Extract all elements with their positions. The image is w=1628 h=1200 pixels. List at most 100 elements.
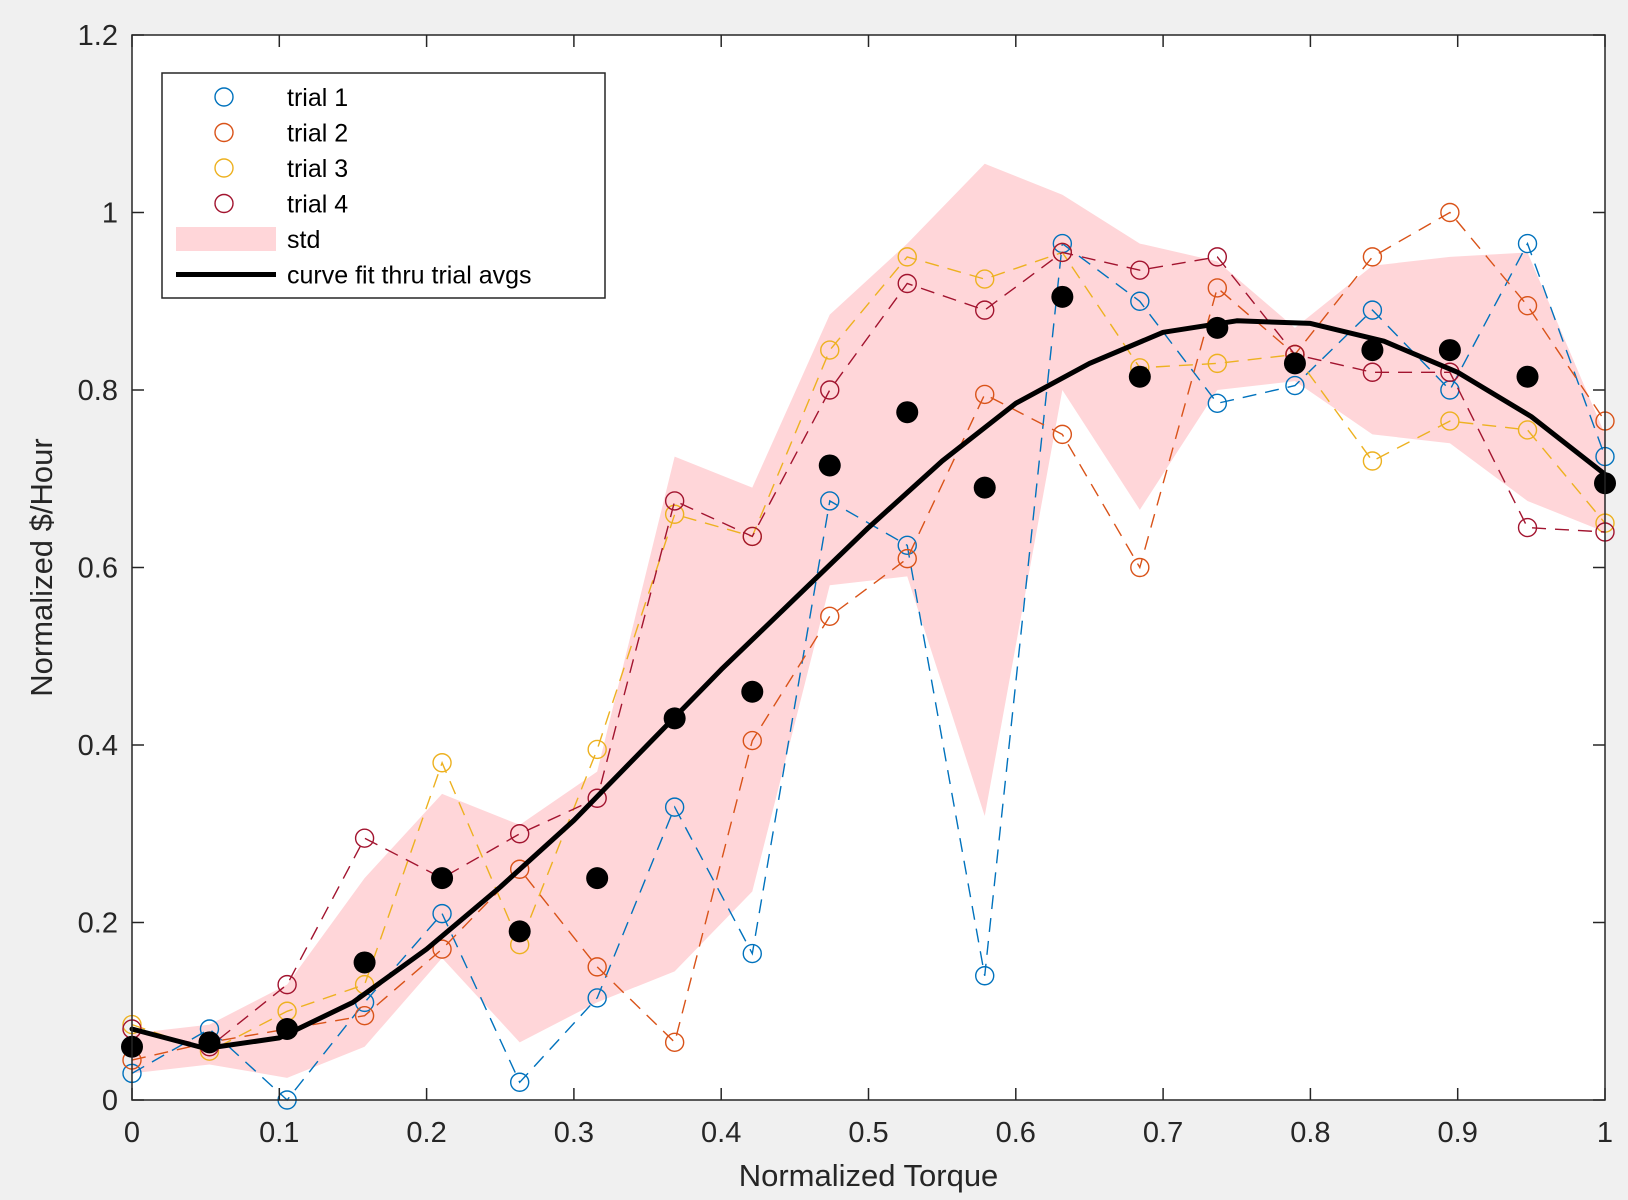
average-point (353, 951, 376, 974)
data-point (1052, 242, 1073, 263)
x-tick-label: 0.2 (406, 1117, 446, 1149)
y-axis-label: Normalized $/Hour (24, 438, 59, 696)
data-point (432, 753, 452, 773)
x-tick-label: 0.3 (554, 1117, 594, 1149)
data-point (1207, 353, 1228, 374)
data-point (664, 797, 685, 817)
average-point (586, 867, 609, 890)
data-point (975, 300, 995, 320)
data-point (587, 988, 607, 1008)
average-point (1128, 365, 1151, 388)
x-tick-label: 0.6 (996, 1117, 1036, 1149)
data-point (664, 491, 685, 511)
x-tick-label: 1 (1597, 1117, 1613, 1149)
average-point (1361, 339, 1384, 362)
legend-marker (214, 122, 234, 143)
average-point (198, 1031, 221, 1054)
data-point (1130, 557, 1150, 578)
legend-swatch (176, 227, 276, 251)
data-point (897, 273, 917, 294)
data-point (1207, 393, 1228, 414)
y-tick-label: 0.4 (78, 730, 118, 762)
data-point (1362, 362, 1383, 382)
x-tick-label: 0.7 (1143, 1117, 1183, 1149)
legend-box (161, 72, 606, 299)
data-point (432, 939, 452, 959)
series-line (131, 241, 1606, 1102)
data-point (975, 966, 995, 986)
legend-label: trial 4 (287, 191, 348, 219)
average-point (1051, 285, 1074, 308)
data-point (1052, 424, 1073, 445)
series-line (131, 211, 1606, 1061)
data-point (1207, 247, 1228, 267)
data-point (509, 824, 530, 844)
data-point (509, 1072, 530, 1092)
data-point (820, 606, 840, 627)
data-point (975, 269, 995, 289)
data-point (354, 828, 375, 848)
x-tick-label: 0.4 (701, 1117, 741, 1149)
y-tick-label: 0.6 (78, 553, 118, 585)
legend-label: trial 1 (287, 84, 348, 112)
data-point (1130, 291, 1150, 311)
legend-label: curve fit thru trial avgs (287, 262, 532, 290)
legend-marker (214, 158, 234, 178)
average-point (431, 867, 454, 890)
average-point (663, 707, 686, 730)
y-tick-label: 0 (102, 1085, 118, 1117)
data-point (1517, 517, 1538, 538)
data-point (742, 730, 762, 751)
y-tick-label: 0.8 (78, 375, 118, 407)
data-point (742, 526, 762, 547)
data-point (1207, 278, 1228, 298)
x-tick-label: 0.1 (259, 1117, 299, 1149)
average-point (1438, 339, 1461, 362)
data-point (742, 943, 762, 964)
data-point (664, 504, 685, 524)
data-point (975, 384, 995, 405)
legend-marker (214, 193, 234, 214)
x-axis-label: Normalized Torque (739, 1158, 999, 1193)
data-point (820, 491, 840, 511)
curve-fit-line (129, 318, 1608, 1051)
data-point (277, 974, 297, 995)
x-tick-label: 0 (124, 1117, 140, 1149)
data-point (820, 340, 840, 360)
average-point (1283, 352, 1306, 375)
data-point (587, 739, 607, 760)
legend-marker (214, 87, 234, 107)
average-point (1206, 316, 1229, 339)
y-tick-label: 1 (102, 198, 118, 230)
y-tick-label: 1.2 (78, 20, 118, 52)
x-tick-label: 0.9 (1438, 1117, 1478, 1149)
average-point (973, 476, 996, 499)
x-tick-label: 0.5 (848, 1117, 888, 1149)
average-point (508, 920, 531, 943)
average-point (741, 680, 764, 703)
y-tick-label: 0.2 (78, 908, 118, 940)
legend: trial 1 trial 2 trial 3 trial 4 std curve fit… (161, 72, 606, 299)
legend-label: std (287, 226, 320, 254)
data-point (897, 548, 917, 569)
data-point (432, 903, 452, 924)
std-band (132, 163, 1605, 1078)
data-point (1362, 451, 1383, 471)
average-point (896, 401, 919, 424)
x-tick-label: 0.8 (1290, 1117, 1330, 1149)
data-point (1440, 411, 1460, 431)
data-point (587, 957, 607, 977)
data-point (820, 380, 840, 400)
legend-label: trial 3 (287, 155, 348, 183)
series-line (131, 251, 1606, 1052)
data-point (897, 247, 917, 267)
average-point (818, 454, 841, 477)
series-line (131, 251, 1606, 1048)
data-point (664, 1032, 685, 1053)
data-point (897, 535, 917, 556)
data-point (1130, 260, 1150, 280)
data-point (1362, 300, 1383, 320)
data-point (1440, 202, 1460, 223)
